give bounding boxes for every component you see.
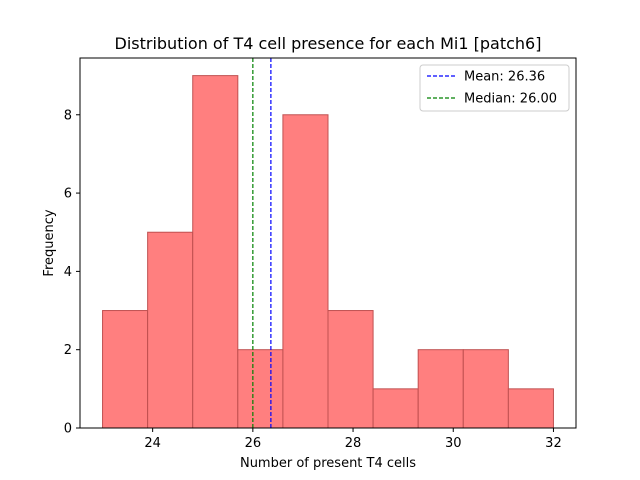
histogram-bar (102, 310, 149, 429)
x-tick-label: 30 (445, 436, 462, 451)
chart-title: Distribution of T4 cell presence for eac… (115, 34, 542, 53)
histogram-bar (462, 349, 509, 429)
histogram-bar (192, 75, 239, 429)
y-tick-label: 6 (64, 187, 72, 202)
y-tick-label: 8 (64, 108, 72, 123)
histogram-bar (507, 388, 554, 429)
x-tick-label: 28 (345, 436, 362, 451)
x-tick-label: 24 (144, 436, 161, 451)
bars-group (102, 75, 554, 429)
x-tick-label: 32 (545, 436, 562, 451)
plot-frame (79, 57, 577, 429)
histogram-bar (327, 310, 374, 429)
histogram-bar (417, 349, 464, 429)
x-axis-label: Number of present T4 cells (240, 456, 416, 471)
histogram-bar (282, 114, 329, 429)
y-tick-label: 2 (64, 343, 72, 358)
x-axis: 24 26 28 30 32 (144, 428, 562, 451)
y-tick-label: 0 (64, 422, 72, 437)
histogram-bar (147, 231, 194, 429)
legend-box (419, 64, 570, 112)
legend-entry: Mean: 26.36 (464, 70, 545, 85)
y-axis-label: Frequency (42, 209, 57, 276)
y-tick-label: 4 (64, 265, 72, 280)
y-axis: 0 2 4 6 8 (64, 108, 80, 437)
reference-lines (252, 58, 272, 428)
legend-entry: Median: 26.00 (464, 92, 557, 107)
histogram-bar (372, 388, 419, 429)
x-tick-label: 26 (245, 436, 262, 451)
legend: Mean: 26.36 Median: 26.00 (419, 64, 570, 112)
histogram-bar (237, 349, 284, 429)
